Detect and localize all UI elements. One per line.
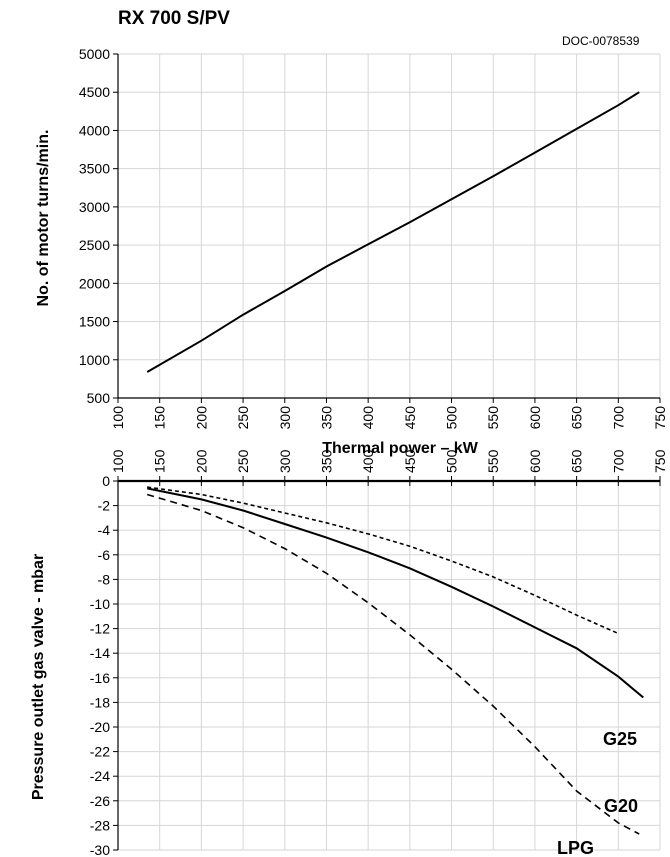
bottom-y-tick-label: -20 xyxy=(90,719,110,735)
document-code: DOC-0078539 xyxy=(562,34,640,48)
top-y-tick-label: 4500 xyxy=(79,84,110,100)
bottom-x-tick-label: 400 xyxy=(360,449,376,473)
bottom-x-tick-label: 450 xyxy=(402,449,418,473)
lpg-series-label: LPG xyxy=(557,838,594,857)
top-x-tick-label: 100 xyxy=(110,406,126,430)
g20-series-line xyxy=(147,487,644,699)
bottom-x-tick-label: 550 xyxy=(485,449,501,473)
motor-turns-chart: No. of motor turns/min. Thermal power – … xyxy=(35,46,668,457)
top-x-tick-label: 300 xyxy=(277,406,293,430)
top-x-tick-label: 400 xyxy=(360,406,376,430)
top-y-tick-label: 4000 xyxy=(79,122,110,138)
bottom-y-tick-label: -14 xyxy=(90,645,110,661)
top-y-tick-label: 3500 xyxy=(79,161,110,177)
top-x-tick-label: 200 xyxy=(193,406,209,430)
top-y-tick-label: 2000 xyxy=(79,275,110,291)
top-y-tick-label: 1500 xyxy=(79,314,110,330)
bottom-y-tick-label: -28 xyxy=(90,817,110,833)
top-x-tick-label: 650 xyxy=(569,406,585,430)
bottom-y-tick-label: -24 xyxy=(90,768,110,784)
bottom-y-tick-label: 0 xyxy=(102,473,110,489)
bottom-x-tick-label: 750 xyxy=(652,449,668,473)
top-y-tick-label: 3000 xyxy=(79,199,110,215)
bottom-x-tick-label: 600 xyxy=(527,449,543,473)
top-x-tick-label: 150 xyxy=(152,406,168,430)
motor-turns-series-line xyxy=(146,91,640,373)
x-axis-label: Thermal power – kW xyxy=(322,440,478,457)
lpg-series-line xyxy=(146,493,640,835)
top-y-tick-label: 2500 xyxy=(79,237,110,253)
bottom-y-tick-label: -10 xyxy=(90,596,110,612)
bottom-x-tick-label: 300 xyxy=(277,449,293,473)
bottom-y-tick-label: -30 xyxy=(90,842,110,857)
top-x-tick-label: 550 xyxy=(485,406,501,430)
bottom-y-tick-label: -12 xyxy=(90,621,110,637)
bottom-x-tick-label: 500 xyxy=(444,449,460,473)
top-x-tick-label: 700 xyxy=(610,406,626,430)
top-x-tick-label: 600 xyxy=(527,406,543,430)
bottom-y-tick-label: -26 xyxy=(90,793,110,809)
top-y-axis-label: No. of motor turns/min. xyxy=(35,130,52,307)
bottom-x-tick-label: 100 xyxy=(110,449,126,473)
top-x-tick-label: 500 xyxy=(444,406,460,430)
bottom-y-axis-label: Pressure outlet gas valve - mbar xyxy=(30,554,47,800)
g25-series-line xyxy=(147,486,619,635)
bottom-x-tick-label: 650 xyxy=(569,449,585,473)
bottom-y-tick-label: -16 xyxy=(90,670,110,686)
bottom-x-tick-label: 150 xyxy=(152,449,168,473)
top-x-tick-label: 750 xyxy=(652,406,668,430)
bottom-y-tick-label: -8 xyxy=(98,571,111,587)
bottom-x-tick-label: 200 xyxy=(193,449,209,473)
bottom-x-tick-label: 350 xyxy=(318,449,334,473)
bottom-y-tick-label: -2 xyxy=(98,498,111,514)
bottom-y-tick-label: -18 xyxy=(90,694,110,710)
bottom-y-tick-label: -6 xyxy=(98,547,111,563)
top-y-tick-label: 500 xyxy=(87,390,111,406)
chart-title: RX 700 S/PV xyxy=(118,8,230,29)
bottom-y-tick-label: -22 xyxy=(90,744,110,760)
bottom-y-tick-label: -4 xyxy=(98,522,111,538)
bottom-x-tick-label: 700 xyxy=(610,449,626,473)
gas-pressure-chart: Pressure outlet gas valve - mbar 100 150 2… xyxy=(30,449,668,857)
top-x-tick-label: 450 xyxy=(402,406,418,430)
top-y-tick-label: 5000 xyxy=(79,46,110,62)
top-y-tick-label: 1000 xyxy=(79,352,110,368)
top-x-tick-label: 350 xyxy=(318,406,334,430)
g25-series-label: G25 xyxy=(603,729,637,749)
g20-series-label: G20 xyxy=(604,796,638,816)
bottom-x-tick-label: 250 xyxy=(235,449,251,473)
top-x-tick-label: 250 xyxy=(235,406,251,430)
